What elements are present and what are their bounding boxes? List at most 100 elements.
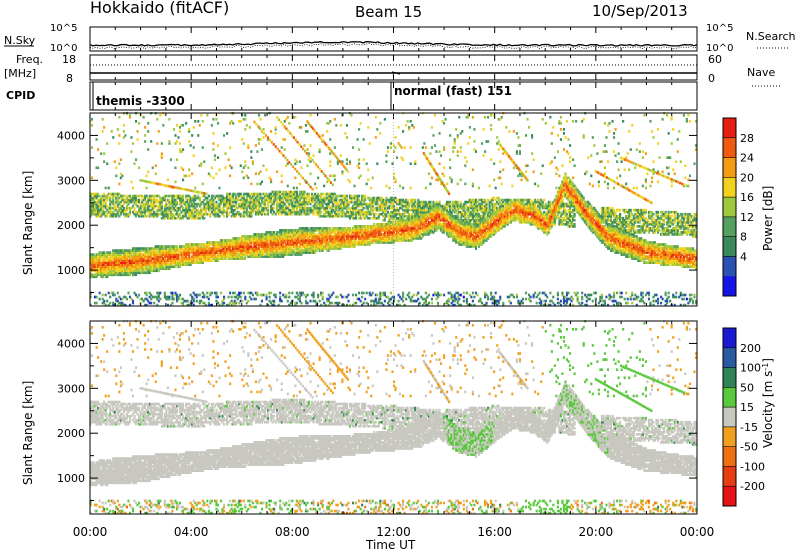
power-cell <box>402 158 404 161</box>
power-cell <box>379 292 381 295</box>
power-cell <box>394 146 396 149</box>
power-cell <box>405 298 407 301</box>
power-cell <box>199 294 201 297</box>
power-cell <box>329 160 331 163</box>
power-cell <box>191 173 193 176</box>
power-cell <box>247 144 249 147</box>
power-cell <box>284 148 286 151</box>
power-cell <box>317 294 319 297</box>
power-cell <box>366 292 368 295</box>
power-cell <box>256 183 258 186</box>
power-cell <box>384 292 386 295</box>
power-cell <box>161 152 163 155</box>
power-cell <box>261 181 263 184</box>
power-cell <box>306 294 308 297</box>
power-cell <box>294 177 296 180</box>
power-cell <box>367 168 369 171</box>
power-cell <box>231 296 233 299</box>
power-cell <box>329 175 331 178</box>
power-cell <box>143 116 145 119</box>
power-cell <box>202 183 204 186</box>
power-cell <box>387 150 389 153</box>
power-cell <box>215 118 217 121</box>
power-cell <box>225 166 227 169</box>
power-cell <box>91 118 93 121</box>
power-cell <box>176 140 178 143</box>
power-cell <box>168 296 170 299</box>
power-cell <box>398 300 400 303</box>
power-cell <box>120 158 122 161</box>
site-title: Hokkaido (fitACF) <box>90 0 229 17</box>
power-cell <box>364 195 366 198</box>
power-cell <box>300 126 302 129</box>
power-cell <box>300 302 302 305</box>
power-cell <box>306 130 308 133</box>
power-cell <box>334 179 336 182</box>
power-cell <box>179 130 181 133</box>
power-cell <box>208 298 210 301</box>
power-cell <box>118 142 120 145</box>
power-cell <box>200 114 202 117</box>
power-cell <box>396 156 398 159</box>
power-cell <box>96 302 98 305</box>
power-cell <box>322 292 324 295</box>
power-cell <box>229 292 231 295</box>
power-cell <box>212 132 214 135</box>
power-cell <box>414 199 416 202</box>
power-cell <box>159 114 161 117</box>
power-cell <box>218 215 220 218</box>
power-cell <box>214 158 216 161</box>
power-cell <box>218 168 220 171</box>
power-cell <box>199 124 201 127</box>
power-cell <box>314 183 316 186</box>
power-cell <box>372 292 374 295</box>
power-cell <box>171 292 173 295</box>
power-cell <box>262 294 264 297</box>
power-cell <box>147 148 149 151</box>
power-cell <box>273 300 275 303</box>
nsearch-tick-top: 10^5 <box>706 23 733 34</box>
power-cell <box>106 162 108 165</box>
power-cell <box>168 140 170 143</box>
freq-tick-bottom: 8 <box>66 72 73 85</box>
power-cell <box>176 158 178 161</box>
power-cell <box>347 300 349 303</box>
power-cell <box>261 148 263 151</box>
power-cell <box>404 146 406 149</box>
power-cell <box>202 146 204 149</box>
power-cell <box>279 292 281 295</box>
power-cell <box>197 120 199 123</box>
power-cell <box>309 160 311 163</box>
power-cell <box>96 296 98 299</box>
power-cell <box>305 124 307 127</box>
power-cell <box>223 215 225 218</box>
power-cell <box>241 138 243 141</box>
power-cell <box>294 116 296 119</box>
power-cell <box>132 300 134 303</box>
nsky-panel: N.Sky 10^5 10^0 10^5 10^0 N.Search <box>4 23 796 54</box>
power-cell <box>241 170 243 173</box>
power-cell <box>390 142 392 145</box>
power-cell <box>206 114 208 117</box>
power-cell <box>329 138 331 141</box>
power-cell <box>250 298 252 301</box>
power-cell <box>399 185 401 188</box>
power-cell <box>247 300 249 303</box>
power-cell <box>144 134 146 137</box>
power-cell <box>331 302 333 305</box>
power-cell <box>193 154 195 157</box>
power-cell <box>334 118 336 121</box>
power-cell <box>117 292 119 295</box>
power-cell <box>363 302 365 305</box>
power-cell <box>306 164 308 167</box>
power-cell <box>102 294 104 297</box>
power-cell <box>147 130 149 133</box>
power-cell <box>300 166 302 169</box>
power-cell <box>235 302 237 305</box>
power-cell <box>114 160 116 163</box>
power-cell <box>187 300 189 303</box>
power-cell <box>401 146 403 149</box>
power-cell <box>250 183 252 186</box>
power-cell <box>193 146 195 149</box>
power-cell <box>106 300 108 303</box>
